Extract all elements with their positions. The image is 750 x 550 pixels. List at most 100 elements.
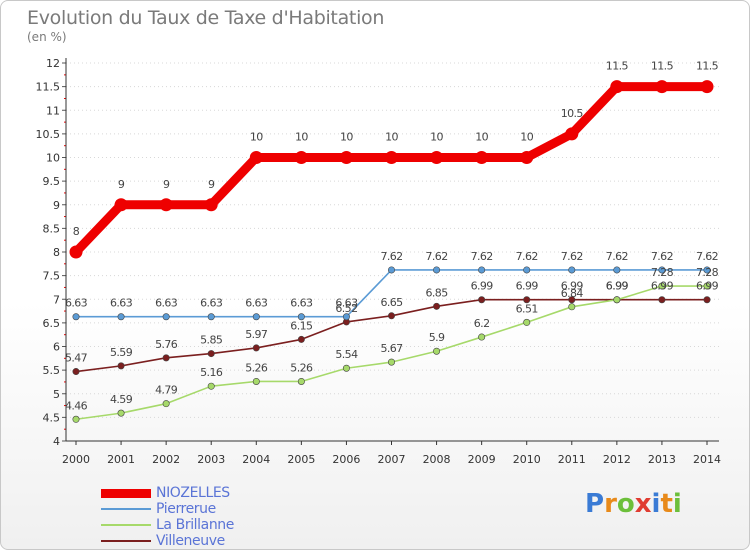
data-point: [249, 151, 263, 164]
data-label: 4.46: [65, 399, 88, 412]
data-label: 7.62: [651, 250, 673, 263]
data-point: [478, 296, 486, 304]
data-label: 8: [73, 225, 80, 238]
y-tick-label: 4.5: [43, 411, 61, 424]
data-point: [159, 198, 173, 212]
data-label: 5.26: [290, 361, 313, 374]
data-point: [162, 354, 170, 362]
x-tick-label: 2008: [423, 453, 451, 466]
data-point: [207, 382, 215, 390]
legend-item: NIOZELLES: [101, 485, 234, 501]
data-label: 5.67: [380, 342, 403, 355]
data-point: [568, 266, 576, 274]
x-tick-label: 2010: [513, 453, 541, 466]
y-tick-label: 9.5: [43, 175, 61, 188]
data-label: 5.47: [65, 352, 88, 365]
data-label: 6.84: [561, 287, 584, 300]
data-point: [72, 368, 80, 376]
data-point: [478, 333, 486, 341]
data-label: 6.63: [155, 297, 178, 310]
data-point: [387, 266, 395, 274]
data-label: 10: [250, 131, 263, 144]
data-point: [568, 296, 576, 304]
data-label: 6.99: [561, 280, 584, 293]
data-point: [658, 266, 666, 274]
y-tick-label: 7: [53, 293, 60, 306]
data-label: 6.65: [380, 296, 403, 309]
data-point: [613, 266, 621, 274]
data-label: 7.28: [696, 266, 719, 279]
data-point: [658, 296, 666, 304]
data-label: 10: [475, 131, 488, 144]
data-label: 6.2: [474, 317, 490, 330]
y-tick-label: 6: [53, 341, 60, 354]
legend-swatch: [101, 540, 151, 542]
data-label: 7.62: [561, 250, 583, 263]
data-point: [342, 364, 350, 372]
logo-letter: r: [604, 489, 617, 519]
data-label: 5.59: [110, 346, 133, 359]
legend-item: Villeneuve: [101, 533, 234, 549]
data-point: [114, 198, 128, 212]
y-tick-label: 9: [53, 199, 60, 212]
data-label: 6.99: [696, 280, 719, 293]
data-label: 6.99: [516, 280, 539, 293]
data-point: [478, 266, 486, 274]
data-point: [433, 266, 441, 274]
data-point: [565, 127, 579, 141]
data-point: [430, 151, 444, 164]
data-point: [72, 313, 80, 321]
legend-label: Villeneuve: [156, 533, 225, 549]
data-label: 6.85: [426, 286, 449, 299]
logo-letter: i: [651, 489, 661, 519]
data-point: [69, 245, 83, 259]
data-point: [655, 80, 669, 94]
data-label: 11.5: [606, 60, 629, 73]
y-tick-label: 12: [46, 57, 60, 70]
y-tick-label: 10.5: [36, 128, 61, 141]
data-point: [568, 303, 576, 311]
data-label: 10: [295, 131, 308, 144]
x-tick-label: 2012: [603, 453, 631, 466]
data-label: 5.97: [245, 328, 268, 341]
data-point: [703, 296, 711, 304]
data-label: 6.51: [516, 302, 538, 315]
x-tick-label: 2011: [558, 453, 586, 466]
data-label: 9: [208, 178, 215, 191]
data-point: [433, 302, 441, 310]
logo-letter: P: [585, 489, 605, 519]
legend-swatch: [101, 524, 151, 526]
data-point: [387, 358, 395, 366]
data-label: 10: [520, 131, 533, 144]
y-tick-label: 8: [53, 246, 60, 259]
data-label: 5.54: [335, 348, 358, 361]
data-point: [204, 198, 218, 212]
data-point: [387, 312, 395, 320]
data-point: [252, 344, 260, 352]
x-tick-label: 2009: [468, 453, 496, 466]
legend-label: La Brillanne: [156, 517, 234, 533]
chart-title: Evolution du Taux de Taxe d'Habitation: [27, 7, 385, 29]
data-label: 6.99: [606, 280, 629, 293]
x-tick-label: 2001: [107, 453, 135, 466]
data-point: [475, 151, 489, 164]
x-tick-label: 2006: [332, 453, 360, 466]
data-point: [252, 313, 260, 321]
chart-unit-label: (en %): [27, 30, 67, 44]
legend-label: NIOZELLES: [156, 485, 230, 501]
data-label: 7.28: [651, 266, 674, 279]
data-point: [297, 335, 305, 343]
data-label: 7.62: [696, 250, 718, 263]
data-point: [252, 377, 260, 385]
data-point: [162, 400, 170, 408]
y-tick-label: 5: [53, 388, 60, 401]
data-label: 6.63: [335, 297, 358, 310]
data-label: 7.62: [426, 250, 448, 263]
logo-letter: t: [660, 489, 673, 519]
data-label: 10: [385, 131, 398, 144]
x-tick-label: 2014: [693, 453, 721, 466]
data-label: 5.16: [200, 366, 223, 379]
data-point: [523, 296, 531, 304]
